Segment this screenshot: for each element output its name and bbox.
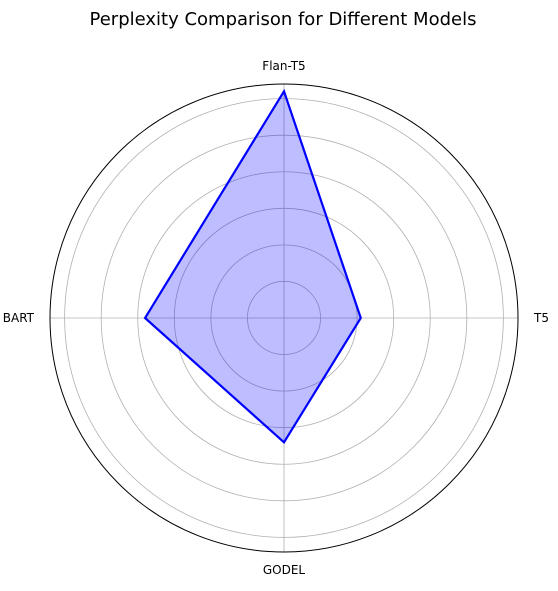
category-label-2: GODEL	[263, 563, 306, 577]
grid	[49, 83, 519, 553]
series-layer	[143, 88, 362, 445]
series-area-0	[143, 88, 362, 445]
chart-title: Perplexity Comparison for Different Mode…	[90, 9, 477, 30]
category-label-0: Flan-T5	[262, 59, 305, 73]
outer-frame	[49, 83, 519, 553]
category-label-1: T5	[533, 311, 549, 325]
axis-labels: Flan-T5 T5 GODEL BART	[3, 59, 549, 577]
category-label-3: BART	[3, 311, 35, 325]
